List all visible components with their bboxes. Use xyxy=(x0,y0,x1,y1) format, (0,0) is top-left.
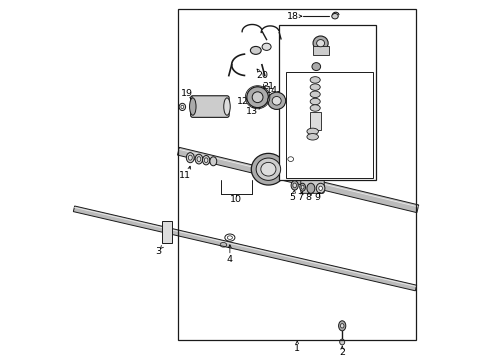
Bar xyxy=(178,9,416,340)
Text: 12: 12 xyxy=(237,97,249,106)
Ellipse shape xyxy=(301,185,304,189)
Ellipse shape xyxy=(312,63,320,71)
Ellipse shape xyxy=(310,91,320,98)
Ellipse shape xyxy=(307,183,315,193)
Bar xyxy=(310,112,320,130)
Ellipse shape xyxy=(268,92,286,109)
Text: 2: 2 xyxy=(339,348,345,356)
Text: 4: 4 xyxy=(227,256,233,264)
Bar xyxy=(313,46,328,55)
Text: 18: 18 xyxy=(287,12,298,21)
Ellipse shape xyxy=(310,105,320,111)
Ellipse shape xyxy=(316,183,325,193)
Ellipse shape xyxy=(307,134,318,140)
Ellipse shape xyxy=(190,98,196,115)
Ellipse shape xyxy=(332,13,338,19)
Ellipse shape xyxy=(251,153,286,185)
Ellipse shape xyxy=(210,157,217,166)
Ellipse shape xyxy=(262,43,271,50)
Bar xyxy=(162,221,172,243)
Ellipse shape xyxy=(224,98,230,115)
Ellipse shape xyxy=(197,157,201,162)
Text: 17: 17 xyxy=(325,87,338,96)
Ellipse shape xyxy=(339,321,346,331)
Ellipse shape xyxy=(341,324,344,328)
Text: 15: 15 xyxy=(327,40,339,49)
Ellipse shape xyxy=(310,77,320,83)
Text: 6: 6 xyxy=(293,150,298,159)
Text: 5: 5 xyxy=(289,194,295,202)
Text: 13: 13 xyxy=(246,107,258,116)
Text: 8: 8 xyxy=(305,194,311,202)
Text: 21: 21 xyxy=(262,82,274,91)
Ellipse shape xyxy=(272,96,281,105)
Text: 20: 20 xyxy=(256,71,269,80)
FancyBboxPatch shape xyxy=(301,174,324,193)
Ellipse shape xyxy=(247,87,269,108)
Ellipse shape xyxy=(319,186,322,190)
Text: 16: 16 xyxy=(327,61,339,70)
Bar xyxy=(279,25,376,180)
Ellipse shape xyxy=(307,128,318,135)
Ellipse shape xyxy=(181,105,184,109)
Ellipse shape xyxy=(313,36,328,50)
Bar xyxy=(286,72,373,178)
Ellipse shape xyxy=(293,183,296,188)
Ellipse shape xyxy=(340,339,345,345)
Text: 3: 3 xyxy=(155,248,161,256)
Text: 10: 10 xyxy=(230,195,243,204)
Ellipse shape xyxy=(261,162,276,176)
Ellipse shape xyxy=(256,158,281,180)
Text: 7: 7 xyxy=(297,194,303,202)
Ellipse shape xyxy=(252,92,263,103)
Text: 11: 11 xyxy=(179,171,191,180)
Text: 1: 1 xyxy=(294,344,300,353)
FancyBboxPatch shape xyxy=(191,96,229,117)
Ellipse shape xyxy=(250,46,261,54)
Ellipse shape xyxy=(186,153,194,163)
Polygon shape xyxy=(177,147,419,213)
Text: 14: 14 xyxy=(266,86,278,95)
Text: 9: 9 xyxy=(314,194,320,202)
Ellipse shape xyxy=(310,84,320,90)
Ellipse shape xyxy=(188,155,192,160)
Ellipse shape xyxy=(204,158,208,163)
Ellipse shape xyxy=(300,183,305,191)
Ellipse shape xyxy=(291,181,298,190)
Polygon shape xyxy=(74,206,416,291)
Text: 19: 19 xyxy=(181,89,193,98)
Ellipse shape xyxy=(317,40,324,47)
Ellipse shape xyxy=(202,156,210,165)
Ellipse shape xyxy=(195,154,203,164)
Ellipse shape xyxy=(310,98,320,105)
Ellipse shape xyxy=(179,103,186,111)
